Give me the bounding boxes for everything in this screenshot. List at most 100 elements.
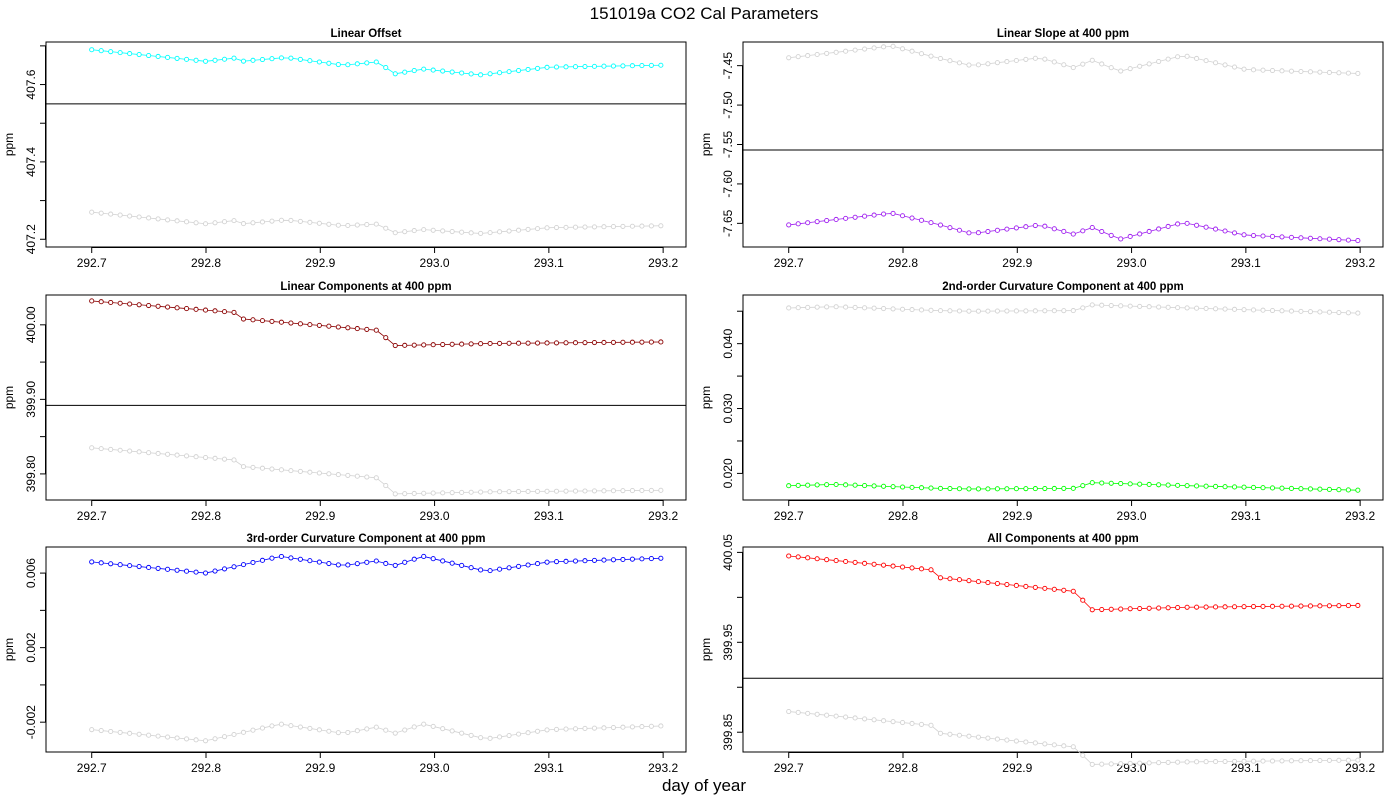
data-point: [947, 486, 953, 492]
data-point: [582, 558, 588, 564]
data-point: [506, 69, 512, 75]
data-point: [852, 304, 858, 311]
data-point: [1013, 308, 1019, 314]
data-point: [966, 486, 972, 492]
data-point: [364, 60, 370, 66]
data-point: [824, 482, 830, 488]
data-point: [1241, 604, 1247, 610]
data-point: [786, 708, 792, 715]
data-point: [136, 302, 142, 308]
data-point: [1013, 225, 1019, 231]
data-point: [881, 305, 887, 312]
data-point: [307, 725, 313, 731]
data-point: [814, 219, 820, 225]
y-axis-label: ppm: [699, 133, 713, 156]
data-point: [345, 729, 351, 736]
data-point: [1080, 483, 1086, 489]
data-point: [1336, 237, 1342, 243]
data-point: [1156, 304, 1162, 310]
data-point: [610, 488, 616, 494]
data-point: [985, 308, 991, 314]
data-point: [1042, 741, 1048, 747]
data-point: [937, 575, 944, 581]
data-point: [824, 557, 830, 563]
data-point: [890, 43, 896, 49]
data-point: [316, 470, 322, 476]
data-point: [468, 489, 474, 495]
data-point: [1317, 757, 1323, 764]
data-point: [297, 218, 303, 224]
data-point: [297, 321, 303, 327]
x-tick-label: 292.8: [191, 509, 221, 523]
data-point: [805, 555, 811, 561]
data-point: [373, 475, 379, 481]
data-point: [392, 562, 398, 568]
data-point: [610, 557, 616, 563]
data-point: [449, 560, 455, 566]
series-1: [89, 298, 664, 349]
data-point: [411, 68, 417, 74]
data-point: [639, 724, 645, 730]
data-point: [98, 48, 104, 54]
data-point: [440, 228, 446, 234]
data-point: [440, 558, 446, 564]
data-point: [269, 56, 275, 62]
panel-title: Linear Offset: [331, 28, 402, 40]
data-point: [1194, 483, 1200, 489]
y-tick-label: 400.05: [721, 534, 735, 571]
data-point: [1089, 302, 1095, 308]
x-tick-label: 292.8: [888, 256, 918, 270]
data-point: [174, 452, 180, 458]
data-point: [174, 567, 180, 573]
data-point: [1032, 584, 1038, 590]
data-point: [421, 490, 427, 496]
data-point: [805, 482, 811, 488]
data-point: [250, 727, 256, 733]
data-point: [534, 65, 541, 71]
data-point: [364, 222, 370, 228]
chart-panel-5: 3rd-order Curvature Component at 400 ppm…: [2, 533, 687, 775]
data-point: [155, 450, 161, 457]
data-point: [1241, 484, 1247, 490]
data-point: [278, 319, 284, 325]
data-point: [165, 451, 171, 457]
data-point: [563, 224, 569, 230]
data-point: [648, 62, 654, 68]
y-tick-label: 399.95: [721, 624, 735, 661]
data-point: [1345, 237, 1351, 243]
data-point: [947, 576, 953, 582]
data-point: [307, 322, 313, 328]
data-point: [316, 322, 322, 328]
data-point: [563, 558, 569, 564]
data-point: [221, 56, 228, 62]
data-point: [1213, 604, 1219, 610]
series-2: [89, 209, 664, 236]
data-point: [1042, 585, 1048, 591]
data-point: [468, 71, 474, 77]
data-point: [985, 61, 991, 67]
data-point: [1051, 586, 1057, 592]
data-point: [326, 560, 332, 567]
data-point: [1099, 228, 1105, 235]
data-point: [155, 53, 161, 60]
data-point: [193, 220, 199, 226]
data-point: [411, 228, 417, 234]
data-point: [985, 580, 991, 586]
data-point: [629, 724, 635, 730]
data-point: [1355, 602, 1361, 609]
data-point: [553, 559, 560, 565]
data-point: [516, 563, 522, 569]
data-point: [1298, 308, 1304, 314]
data-point: [629, 339, 635, 345]
series-2: [89, 445, 664, 497]
data-point: [975, 579, 981, 585]
data-point: [985, 735, 991, 741]
data-point: [1279, 234, 1285, 240]
data-point: [843, 482, 849, 488]
chart-panel-3: Linear Components at 400 ppm ppm 292.7 292.…: [2, 281, 687, 523]
data-point: [843, 48, 849, 54]
data-point: [1222, 62, 1228, 68]
data-point: [871, 561, 877, 567]
data-point: [881, 718, 887, 724]
data-point: [202, 221, 209, 227]
